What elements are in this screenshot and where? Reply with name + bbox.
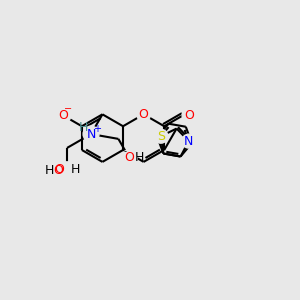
Text: N: N (86, 128, 96, 141)
Circle shape (83, 126, 99, 142)
Circle shape (182, 108, 196, 122)
Text: −: − (64, 104, 72, 114)
Circle shape (154, 129, 168, 143)
Text: O: O (184, 109, 194, 122)
Text: S: S (157, 130, 165, 143)
Text: N: N (184, 135, 194, 148)
Text: -: - (124, 147, 127, 156)
Text: O: O (124, 151, 134, 164)
Text: H: H (44, 164, 54, 177)
Text: +: + (93, 124, 101, 134)
Text: O: O (54, 163, 64, 176)
Circle shape (137, 107, 151, 121)
Text: O: O (53, 164, 63, 177)
Text: O: O (139, 108, 148, 121)
Circle shape (121, 150, 137, 166)
Text: H: H (78, 121, 88, 134)
Text: H: H (71, 163, 80, 176)
Circle shape (55, 107, 71, 123)
Text: H: H (134, 151, 144, 164)
Circle shape (59, 162, 75, 178)
Circle shape (182, 134, 196, 148)
Text: O: O (58, 109, 68, 122)
